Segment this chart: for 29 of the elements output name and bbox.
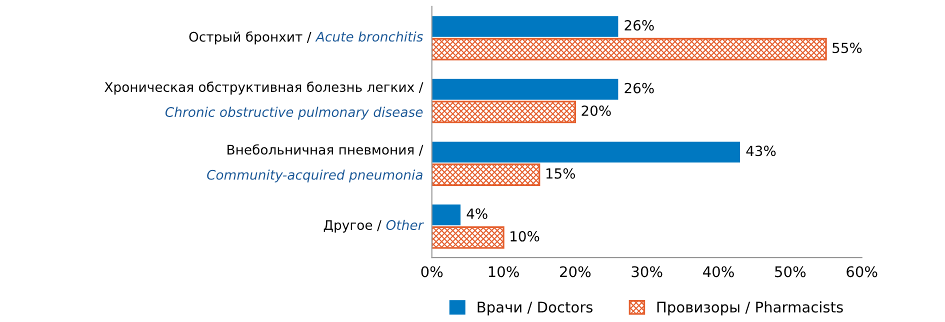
y-tick-label: Внебольничная пневмония / Community-acquired pneumonia bbox=[207, 144, 424, 182]
data-label: 4% bbox=[466, 208, 488, 219]
x-tick-label: 0% bbox=[421, 266, 443, 278]
y-tick-label: Хроническая обструктивная болезнь легких / Chronic obstructive pulmonary disease bbox=[104, 82, 424, 120]
x-tick-label: 40% bbox=[703, 266, 734, 278]
data-label: 15% bbox=[546, 168, 576, 179]
bar bbox=[432, 100, 576, 124]
legend-label: Провизоры / Pharmacists bbox=[657, 301, 843, 316]
data-label: 26% bbox=[624, 20, 654, 31]
bar bbox=[432, 16, 618, 37]
data-label: 10% bbox=[510, 231, 540, 242]
data-label: 26% bbox=[624, 82, 654, 94]
legend-label: Врачи / Doctors bbox=[478, 302, 593, 316]
y-tick-label: Другое / Other bbox=[324, 220, 424, 233]
bar bbox=[432, 38, 827, 60]
data-label: 43% bbox=[746, 146, 776, 156]
x-tick-label: 30% bbox=[632, 266, 662, 278]
x-tick-label: 60% bbox=[846, 266, 878, 278]
bar bbox=[432, 78, 618, 100]
x-tick-label: 20% bbox=[560, 266, 591, 278]
data-label: 55% bbox=[832, 42, 862, 54]
bar bbox=[432, 204, 461, 226]
bar bbox=[432, 226, 504, 249]
y-tick-label: Острый бронхит / Acute bronchitis bbox=[189, 31, 423, 44]
bar bbox=[432, 142, 740, 163]
x-tick-label: 50% bbox=[775, 266, 806, 278]
data-label: 20% bbox=[582, 105, 611, 116]
bar bbox=[432, 163, 540, 186]
x-tick-label: 10% bbox=[488, 266, 519, 278]
